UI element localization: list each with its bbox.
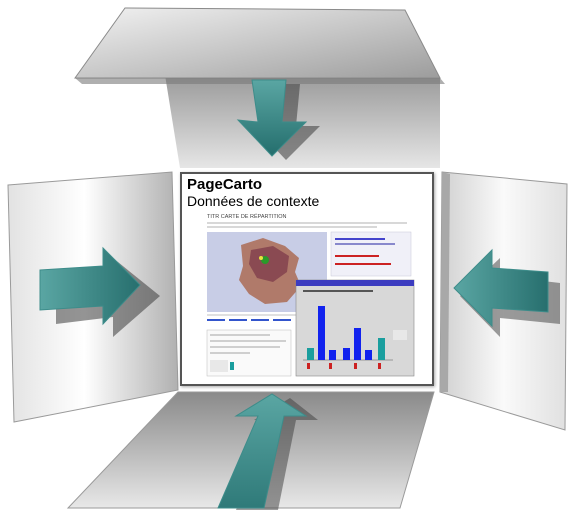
thumb-info-box — [330, 231, 412, 277]
arrow-down-icon — [236, 79, 320, 160]
thumb-table — [206, 329, 292, 377]
page-thumbnail: TITR CARTE DE RÉPARTITION — [203, 210, 417, 380]
arrow-right-icon — [39, 246, 160, 337]
arrow-up-icon — [217, 393, 318, 510]
pagecarto-card: PageCarto Données de contexte TITR CARTE… — [180, 172, 434, 386]
thumb-chart-popup — [295, 279, 415, 377]
arrow-left-icon — [453, 248, 560, 337]
thumb-links — [207, 319, 291, 321]
thumb-header: TITR CARTE DE RÉPARTITION — [207, 213, 286, 220]
card-subtitle: Données de contexte — [187, 193, 320, 209]
card-title: PageCarto — [187, 176, 263, 193]
